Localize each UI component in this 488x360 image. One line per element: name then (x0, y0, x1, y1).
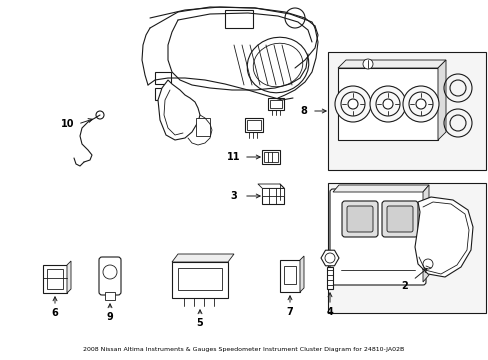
Bar (43, 265, 67, 293)
Text: 8: 8 (300, 106, 307, 116)
Circle shape (369, 86, 405, 122)
Bar (155, 72, 171, 84)
Bar (196, 118, 209, 136)
Text: 7: 7 (286, 307, 293, 317)
Circle shape (325, 253, 334, 263)
Circle shape (402, 86, 438, 122)
Bar (327, 52, 485, 170)
Bar (262, 188, 284, 196)
Bar (244, 118, 263, 132)
Bar (262, 188, 284, 204)
Polygon shape (172, 254, 234, 262)
Polygon shape (332, 185, 428, 192)
Text: 2008 Nissan Altima Instruments & Gauges Speedometer Instrument Cluster Diagram f: 2008 Nissan Altima Instruments & Gauges … (83, 347, 404, 352)
FancyBboxPatch shape (341, 201, 377, 237)
Bar (327, 183, 485, 313)
Circle shape (347, 99, 357, 109)
Polygon shape (158, 80, 200, 140)
Ellipse shape (247, 37, 308, 93)
Bar (284, 266, 295, 284)
Circle shape (362, 59, 372, 69)
FancyBboxPatch shape (386, 206, 412, 232)
FancyBboxPatch shape (329, 189, 425, 285)
Bar (246, 120, 261, 130)
Bar (269, 100, 282, 108)
FancyBboxPatch shape (381, 201, 417, 237)
Text: 9: 9 (106, 312, 113, 322)
Bar (264, 152, 278, 162)
Polygon shape (67, 261, 71, 293)
FancyBboxPatch shape (99, 257, 121, 295)
Bar (105, 292, 115, 300)
Text: 6: 6 (52, 308, 58, 318)
Text: 10: 10 (61, 119, 75, 129)
Bar (155, 88, 171, 100)
Circle shape (382, 99, 392, 109)
Bar (267, 98, 284, 110)
Text: 3: 3 (230, 191, 237, 201)
Polygon shape (422, 185, 428, 282)
Circle shape (334, 86, 370, 122)
Text: 4: 4 (326, 307, 333, 317)
Polygon shape (414, 197, 472, 277)
Text: 11: 11 (227, 152, 240, 162)
Bar (178, 268, 222, 290)
Polygon shape (437, 60, 445, 140)
Polygon shape (299, 256, 304, 292)
Polygon shape (337, 60, 445, 68)
Bar (280, 260, 299, 292)
Text: 2: 2 (401, 281, 407, 291)
Bar (262, 150, 280, 164)
Circle shape (415, 99, 425, 109)
FancyBboxPatch shape (346, 206, 372, 232)
Bar (172, 262, 227, 298)
Bar (47, 269, 63, 289)
Text: 5: 5 (196, 318, 203, 328)
Bar (337, 68, 437, 140)
Bar (224, 10, 252, 28)
Ellipse shape (253, 43, 302, 87)
Bar (326, 267, 332, 289)
